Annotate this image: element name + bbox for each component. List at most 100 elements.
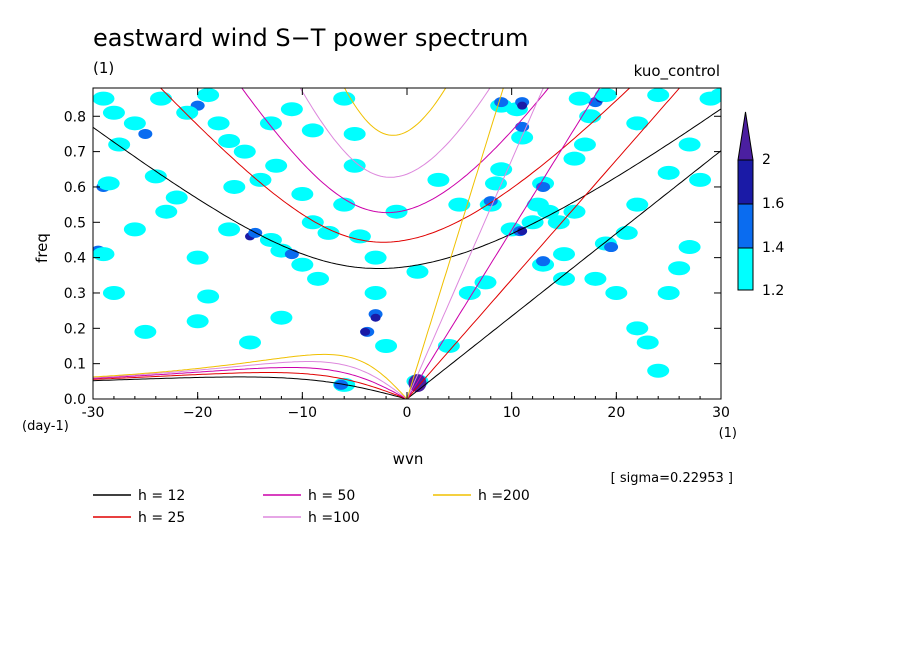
dispersion-curve [93, 372, 408, 399]
colorbar: 1.2 1.4 1.6 2 [737, 111, 784, 299]
y-axis-label: freq [33, 233, 51, 263]
power-blob [511, 130, 534, 145]
x-axis-label: wvn [393, 450, 424, 468]
power-blob [360, 327, 371, 336]
power-blob [123, 222, 146, 237]
power-blob [138, 128, 153, 139]
power-blob [102, 285, 125, 300]
power-blob [93, 91, 115, 106]
power-blob [186, 250, 209, 265]
colorbar-arrow [737, 111, 754, 161]
x-tick-label: 20 [607, 405, 625, 421]
power-blob [233, 144, 256, 159]
power-blob [223, 179, 246, 194]
y-tick-label: 0.2 [64, 321, 86, 337]
y-tick-label: 0.1 [64, 357, 86, 373]
y-tick-label: 0.8 [64, 109, 86, 125]
power-blob [437, 338, 460, 353]
x-tick-label: 0 [403, 405, 412, 421]
y-tick-label: 0.4 [64, 251, 86, 267]
power-blob [657, 165, 680, 180]
power-blob [605, 285, 628, 300]
power-blob [123, 116, 146, 131]
power-blob [265, 158, 288, 173]
colorbar-label: 1.2 [762, 283, 784, 299]
power-blob [239, 335, 261, 350]
dispersion-curve [159, 88, 631, 243]
colorbar-segment [737, 247, 754, 291]
power-blob [517, 227, 528, 236]
power-blob [155, 204, 178, 219]
power-blob [553, 271, 575, 286]
x-axis-unit: (1) [719, 426, 737, 441]
legend-label: h = 50 [308, 488, 355, 504]
colorbar-label: 2 [762, 152, 771, 168]
power-blob [448, 197, 471, 212]
power-blob [301, 123, 324, 138]
y-tick-label: 0.6 [64, 180, 86, 196]
power-blob [144, 169, 167, 184]
colorbar-segment [737, 203, 754, 249]
power-blob [563, 151, 586, 166]
power-blob [474, 275, 497, 290]
power-blob [218, 222, 241, 237]
dispersion-curve [93, 108, 721, 269]
x-tick-label: -30 [82, 405, 105, 421]
power-blob [364, 285, 387, 300]
colorbar-label: 1.6 [762, 196, 784, 212]
power-blob [218, 134, 241, 149]
power-blob [573, 137, 596, 152]
power-blob [657, 285, 680, 300]
dispersion-curve [241, 88, 550, 214]
power-blob [553, 247, 575, 262]
power-blob [568, 91, 591, 106]
power-blob [678, 137, 701, 152]
power-blob [710, 88, 721, 103]
power-blob [280, 102, 303, 117]
power-contours [93, 88, 721, 393]
power-blob [668, 261, 691, 276]
power-blob [427, 172, 450, 187]
power-blob [537, 204, 560, 219]
power-blob [284, 249, 299, 260]
dispersion-curve [93, 376, 408, 399]
chart-subtitle-right: kuo_control [634, 62, 720, 81]
legend-label: h =100 [308, 510, 360, 526]
dispersion-curve [344, 88, 447, 136]
power-blob [343, 158, 366, 173]
dispersion-curve [406, 150, 721, 399]
power-blob [176, 105, 199, 120]
plot-frame [92, 87, 722, 400]
power-blob [647, 88, 670, 103]
power-blob [494, 97, 509, 108]
y-axis-unit: (day-1) [22, 419, 69, 434]
x-tick-label: −10 [288, 405, 318, 421]
power-blob [97, 176, 120, 191]
dispersion-curve [93, 361, 408, 399]
power-blob [197, 88, 220, 103]
power-blob [301, 215, 324, 230]
power-blob [249, 172, 272, 187]
power-blob [102, 105, 125, 120]
power-blob [93, 247, 115, 262]
power-blob [626, 116, 649, 131]
power-blob [615, 225, 638, 240]
power-blob [515, 121, 530, 132]
power-blob [197, 289, 220, 304]
power-blob [678, 240, 701, 255]
power-blob [375, 338, 398, 353]
dispersion-curves [93, 88, 721, 399]
power-blob [604, 242, 619, 253]
power-blob [259, 116, 282, 131]
power-blob [594, 88, 617, 103]
sigma-note: [ sigma=0.22953 ] [611, 471, 733, 486]
dispersion-curve [406, 88, 544, 399]
chart-title: eastward wind S−T power spectrum [93, 24, 528, 52]
power-blob [563, 204, 586, 219]
x-tick-label: 30 [712, 405, 730, 421]
dispersion-curve [299, 88, 491, 178]
power-blob [333, 91, 356, 106]
power-blob [370, 313, 381, 322]
power-blob [165, 190, 188, 205]
